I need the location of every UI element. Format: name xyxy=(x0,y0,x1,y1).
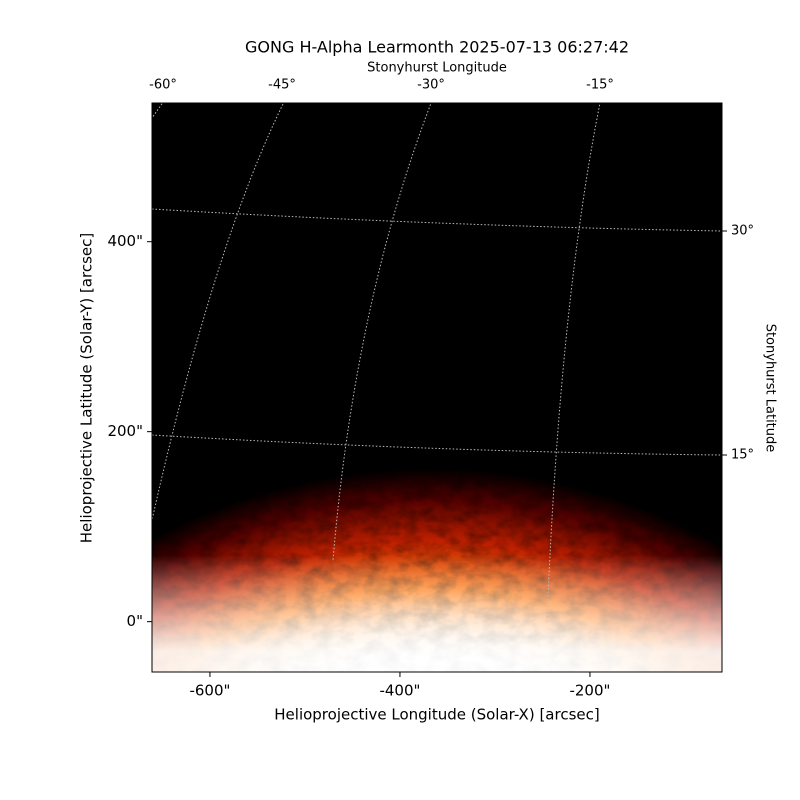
axes-frame xyxy=(151,102,723,673)
y-tick-label: 200" xyxy=(107,422,143,440)
y-axis-label: Helioprojective Latitude (Solar-Y) [arcs… xyxy=(78,233,96,543)
x-tick-label: -400" xyxy=(379,682,420,700)
top-axis-label: Stonyhurst Longitude xyxy=(367,61,507,76)
y-tick-label: 0" xyxy=(127,612,143,630)
lon-grid-line xyxy=(332,103,432,561)
lat-tick-label: 15° xyxy=(731,448,754,463)
right-axis-label: Stonyhurst Latitude xyxy=(763,324,778,453)
lon-tick-label: -15° xyxy=(586,78,614,93)
lon-grid-line xyxy=(152,103,285,521)
solar-image xyxy=(152,103,722,672)
chart-title: GONG H-Alpha Learmonth 2025-07-13 06:27:… xyxy=(245,38,629,57)
lat-tick-label: 30° xyxy=(731,224,754,239)
x-tick-label: -200" xyxy=(569,682,610,700)
lon-tick-label: -45° xyxy=(268,78,296,93)
limb-glow xyxy=(152,380,722,672)
grid xyxy=(152,103,722,621)
lon-tick-label: -60° xyxy=(149,78,177,93)
x-axis-label: Helioprojective Longitude (Solar-X) [arc… xyxy=(274,706,599,724)
y-tick-label: 400" xyxy=(107,232,143,250)
x-tick-label: -600" xyxy=(189,682,230,700)
lon-tick-label: -30° xyxy=(417,78,445,93)
